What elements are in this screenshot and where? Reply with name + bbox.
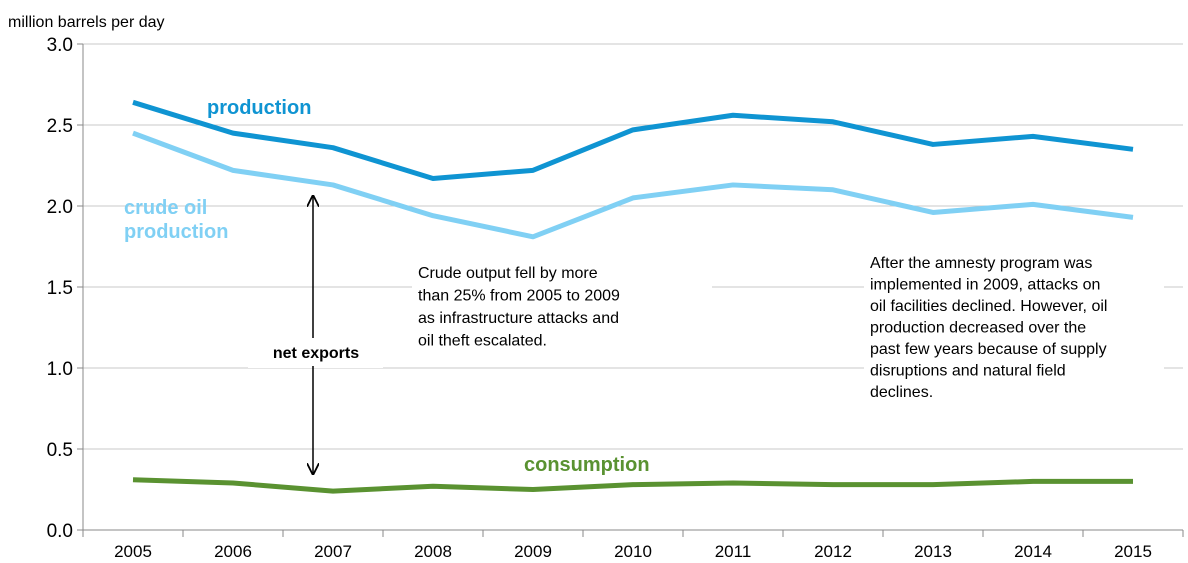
annotation: net exports: [273, 345, 359, 362]
annotation-bg: [412, 260, 712, 358]
x-tick-label: 2015: [1114, 542, 1152, 561]
annotation-bg: [864, 250, 1164, 409]
y-tick-label: 2.5: [47, 116, 73, 137]
y-tick-label: 1.5: [47, 278, 73, 299]
x-tick-label: 2008: [414, 542, 452, 561]
x-tick-label: 2009: [514, 542, 552, 561]
x-tick-label: 2014: [1014, 542, 1052, 561]
annotation: oil facilities declined. However, oil: [870, 298, 1107, 315]
x-tick-label: 2011: [715, 542, 752, 561]
series-label: production: [207, 97, 312, 119]
x-tick-label: 2006: [214, 542, 252, 561]
annotation: implemented in 2009, attacks on: [870, 277, 1100, 294]
x-tick-label: 2012: [814, 542, 852, 561]
annotation: past few years because of supply: [870, 341, 1107, 358]
series-label: crude oil production: [124, 197, 229, 243]
annotation: After the amnesty program was: [870, 255, 1092, 272]
annotation: Crude output fell by more: [418, 265, 598, 282]
y-tick-label: 2.0: [47, 197, 73, 218]
y-axis-label: million barrels per day: [8, 14, 165, 31]
annotation: production decreased over the: [870, 320, 1086, 337]
x-tick-label: 2013: [914, 542, 952, 561]
x-tick-label: 2005: [114, 542, 152, 561]
annotation: oil theft escalated.: [418, 333, 547, 350]
y-tick-label: 1.0: [47, 359, 73, 380]
annotation: disruptions and natural field: [870, 363, 1066, 380]
y-tick-label: 0.5: [47, 440, 73, 461]
annotation-bg: [250, 338, 382, 366]
series-line: [132, 477, 1133, 494]
x-tick-label: 2007: [314, 542, 352, 561]
x-tick-label: 2010: [614, 542, 652, 561]
annotation: declines.: [870, 384, 933, 401]
series-label: consumption: [524, 454, 650, 476]
y-tick-label: 3.0: [47, 35, 73, 56]
series-line: [132, 130, 1134, 240]
annotation: than 25% from 2005 to 2009: [418, 288, 620, 305]
y-tick-label: 0.0: [47, 521, 73, 542]
series-line: [132, 99, 1134, 181]
annotation: as infrastructure attacks and: [418, 310, 619, 327]
